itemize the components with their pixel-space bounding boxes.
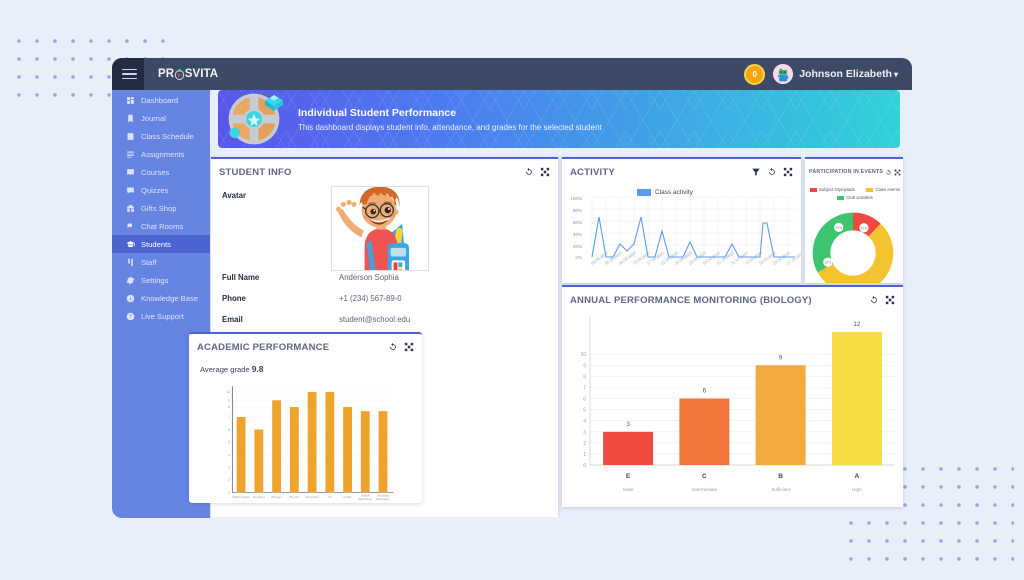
svg-text:5: 5 bbox=[583, 408, 586, 414]
svg-text:Sufficient: Sufficient bbox=[771, 487, 791, 492]
svg-text:Chemistry: Chemistry bbox=[305, 495, 319, 499]
svg-text:8: 8 bbox=[228, 405, 230, 409]
svg-text:Art: Art bbox=[328, 495, 332, 499]
svg-text:9: 9 bbox=[583, 363, 586, 369]
svg-text:100%: 100% bbox=[570, 196, 582, 201]
svg-text:A: A bbox=[855, 473, 860, 480]
svg-text:Mathematics: Mathematics bbox=[232, 495, 250, 499]
svg-text:7: 7 bbox=[583, 386, 586, 392]
svg-text:Biology: Biology bbox=[272, 495, 283, 499]
svg-text:33%: 33% bbox=[835, 226, 842, 230]
svg-text:1: 1 bbox=[583, 452, 586, 458]
svg-text:Intermediate: Intermediate bbox=[692, 487, 718, 492]
svg-text:1: 1 bbox=[228, 491, 230, 495]
svg-text:12%: 12% bbox=[861, 226, 868, 230]
svg-text:Education: Education bbox=[376, 497, 390, 501]
svg-text:12: 12 bbox=[226, 390, 230, 394]
svg-text:2: 2 bbox=[228, 478, 230, 482]
svg-text:8: 8 bbox=[583, 374, 586, 380]
svg-text:10: 10 bbox=[580, 352, 586, 358]
svg-text:3: 3 bbox=[228, 466, 230, 470]
svg-text:6: 6 bbox=[583, 397, 586, 403]
svg-text:2: 2 bbox=[583, 441, 586, 447]
svg-text:18%: 18% bbox=[824, 261, 831, 265]
svg-text:9: 9 bbox=[779, 354, 783, 361]
svg-text:C: C bbox=[702, 473, 707, 480]
svg-text:6: 6 bbox=[228, 428, 230, 432]
svg-text:3: 3 bbox=[583, 430, 586, 436]
svg-text:Education: Education bbox=[358, 497, 372, 501]
svg-text:9: 9 bbox=[228, 398, 230, 402]
svg-text:12: 12 bbox=[853, 321, 861, 328]
svg-text:3: 3 bbox=[626, 421, 630, 428]
svg-text:4: 4 bbox=[583, 419, 586, 425]
svg-text:E: E bbox=[626, 473, 631, 480]
svg-text:80%: 80% bbox=[573, 208, 582, 213]
svg-text:Reading: Reading bbox=[253, 495, 265, 499]
svg-text:0: 0 bbox=[583, 463, 586, 469]
svg-text:60%: 60% bbox=[573, 220, 582, 225]
svg-text:6: 6 bbox=[703, 388, 707, 395]
svg-text:40%: 40% bbox=[573, 232, 582, 237]
svg-text:Crafts: Crafts bbox=[343, 495, 352, 499]
svg-text:Initial: Initial bbox=[623, 487, 634, 492]
svg-text:5: 5 bbox=[228, 440, 230, 444]
svg-text:B: B bbox=[778, 473, 783, 480]
svg-text:Physics: Physics bbox=[289, 495, 300, 499]
svg-text:0%: 0% bbox=[575, 255, 582, 260]
svg-text:20%: 20% bbox=[573, 244, 582, 249]
svg-text:7: 7 bbox=[228, 415, 230, 419]
svg-text:High: High bbox=[852, 487, 862, 492]
svg-text:4: 4 bbox=[228, 453, 230, 457]
